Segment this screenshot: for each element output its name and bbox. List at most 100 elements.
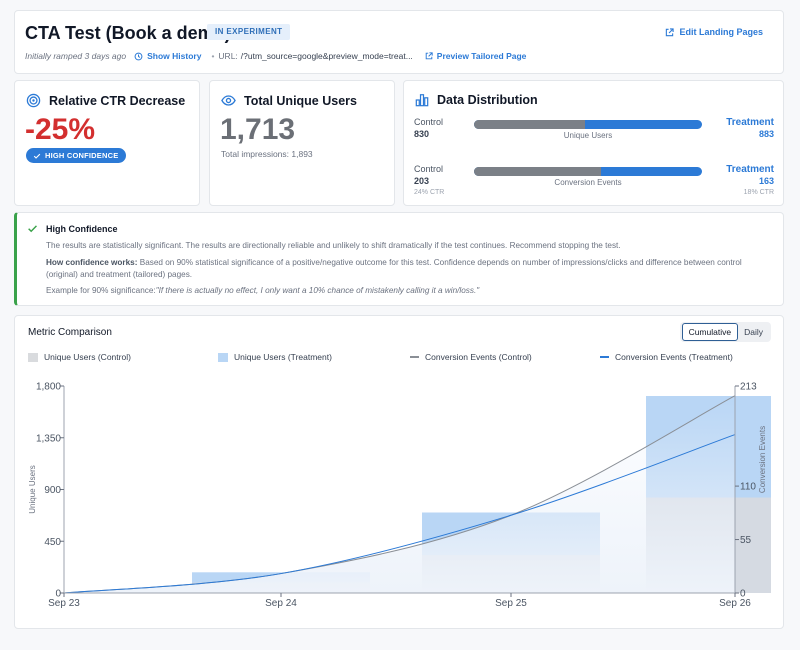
legend-label: Unique Users (Treatment)	[234, 352, 332, 362]
ctr-title-text: Relative CTR Decrease	[49, 93, 186, 108]
legend-item-users-treatment[interactable]: Unique Users (Treatment)	[218, 352, 332, 362]
legend-item-users-control[interactable]: Unique Users (Control)	[28, 352, 131, 362]
preview-tailored-page-label: Preview Tailored Page	[436, 51, 527, 61]
split-bar-caption: Conversion Events	[554, 178, 622, 187]
target-icon	[26, 93, 41, 108]
confidence-summary: The results are statistically significan…	[46, 241, 621, 250]
legend-label: Unique Users (Control)	[44, 352, 131, 362]
metric-comparison-title: Metric Comparison	[28, 327, 112, 338]
example-quote: "If there is actually no effect, I only …	[155, 286, 480, 295]
how-text: Based on 90% statistical significance of…	[46, 258, 742, 279]
metric-comparison-card: Metric Comparison Cumulative Daily Uniqu…	[14, 315, 784, 629]
control-segment	[474, 120, 585, 129]
total-unique-users-card: Total Unique Users 1,713 Total impressio…	[209, 80, 395, 206]
metric-comparison-chart: 0 450 900 1,350 1,800 0 55 110 213 Sep 23 Sep 24 Se…	[28, 382, 771, 609]
external-edit-icon	[665, 27, 675, 37]
chart-legend: Unique Users (Control) Unique Users (Tre…	[28, 352, 768, 364]
legend-swatch	[410, 356, 419, 358]
distribution-card-title: Data Distribution	[415, 93, 538, 107]
high-confidence-badge: HIGH CONFIDENCE	[26, 148, 127, 163]
external-link-icon	[425, 52, 433, 60]
url-value: /?utm_source=google&preview_mode=treat..…	[240, 51, 413, 61]
edit-landing-pages-link[interactable]: Edit Landing Pages	[665, 27, 763, 37]
url-label: URL:	[218, 51, 238, 61]
legend-swatch	[218, 352, 228, 362]
legend-item-conversions-control[interactable]: Conversion Events (Control)	[410, 352, 532, 362]
confidence-title-text: High Confidence	[46, 223, 118, 234]
y2-axis-title: Conversion Events	[758, 426, 767, 493]
y-tick-label: 900	[44, 485, 61, 496]
ramped-text: Initially ramped 3 days ago	[25, 51, 127, 61]
x-tick-label: Sep 24	[265, 598, 297, 609]
eye-icon	[221, 93, 236, 108]
y-tick-label: 1,800	[36, 382, 61, 393]
treatment-value: 883	[758, 129, 774, 139]
confidence-example: Example for 90% significance:"If there i…	[46, 285, 771, 297]
relative-ctr-card: Relative CTR Decrease -25% HIGH CONFIDEN…	[14, 80, 200, 206]
control-value: 830	[414, 129, 430, 139]
x-tick-label: Sep 23	[48, 598, 80, 609]
page-title: CTA Test (Book a demo)	[25, 23, 231, 43]
control-value: 203	[414, 176, 430, 186]
y-tick-label: 1,350	[36, 433, 61, 444]
y-axis-title: Unique Users	[28, 465, 37, 513]
check-icon	[27, 223, 38, 234]
experiment-header: CTA Test (Book a demo) IN EXPERIMENT Edi…	[14, 10, 784, 74]
split-bar-caption: Unique Users	[563, 131, 613, 140]
total-impressions: Total impressions: 1,893	[221, 149, 313, 159]
history-icon	[134, 52, 143, 61]
example-label: Example for 90% significance:	[46, 286, 156, 295]
control-ctr: 24% CTR	[414, 189, 445, 196]
y-tick-label: 450	[44, 537, 61, 548]
ctr-card-title: Relative CTR Decrease	[26, 93, 185, 108]
check-icon	[33, 152, 41, 160]
treatment-ctr: 18% CTR	[743, 189, 774, 196]
meta-separator: •	[211, 51, 215, 61]
status-badge: IN EXPERIMENT	[207, 24, 291, 40]
high-confidence-label: HIGH CONFIDENCE	[45, 151, 119, 160]
show-history-label: Show History	[147, 51, 202, 61]
distribution-title-text: Data Distribution	[437, 93, 538, 107]
control-label: Control	[414, 164, 444, 174]
control-segment	[474, 167, 601, 176]
confidence-how: How confidence works: Based on 90% stati…	[46, 257, 771, 280]
confidence-explainer: High Confidence The results are statisti…	[14, 212, 784, 306]
users-title-text: Total Unique Users	[244, 93, 357, 108]
y-tick-label: 0	[55, 589, 61, 600]
treatment-value: 163	[758, 176, 774, 186]
x-tick-label: Sep 25	[495, 598, 527, 609]
line-conversions-treatment	[63, 434, 736, 594]
legend-label: Conversion Events (Control)	[425, 352, 532, 362]
confidence-title: High Confidence	[27, 223, 118, 234]
distribution-row-unique-users: Control 830 Unique Users Treatment 883	[414, 117, 774, 151]
y2-tick-label: 110	[740, 482, 756, 493]
ctr-value: -25%	[25, 113, 96, 146]
experiment-meta: Initially ramped 3 days ago Show History…	[25, 51, 526, 61]
users-card-title: Total Unique Users	[221, 93, 357, 108]
legend-swatch	[600, 356, 609, 358]
y2-tick-label: 213	[740, 382, 757, 393]
x-tick-label: Sep 26	[719, 598, 751, 609]
daily-toggle[interactable]: Daily	[744, 327, 763, 337]
y2-tick-label: 0	[740, 589, 746, 600]
legend-item-conversions-treatment[interactable]: Conversion Events (Treatment)	[600, 352, 733, 362]
data-distribution-card: Data Distribution Control 830 Unique Use…	[403, 80, 784, 206]
view-toggle: Cumulative Daily	[679, 322, 771, 342]
cumulative-toggle[interactable]: Cumulative	[681, 323, 739, 341]
area-conversions-control	[64, 395, 735, 593]
total-users-value: 1,713	[220, 113, 296, 146]
treatment-label: Treatment	[726, 164, 774, 175]
distribution-row-conversion-events: Control 203 24% CTR Conversion Events Tr…	[414, 164, 774, 198]
show-history-link[interactable]: Show History	[134, 51, 201, 61]
legend-swatch	[28, 352, 38, 362]
bar-chart-icon	[415, 93, 429, 107]
preview-tailored-page-link[interactable]: Preview Tailored Page	[425, 51, 527, 61]
split-bar	[474, 120, 702, 129]
treatment-label: Treatment	[726, 117, 774, 128]
split-bar	[474, 167, 702, 176]
control-label: Control	[414, 117, 444, 127]
legend-label: Conversion Events (Treatment)	[615, 352, 733, 362]
how-label: How confidence works:	[46, 258, 138, 267]
edit-landing-pages-label: Edit Landing Pages	[679, 27, 763, 37]
y2-tick-label: 55	[740, 535, 752, 546]
